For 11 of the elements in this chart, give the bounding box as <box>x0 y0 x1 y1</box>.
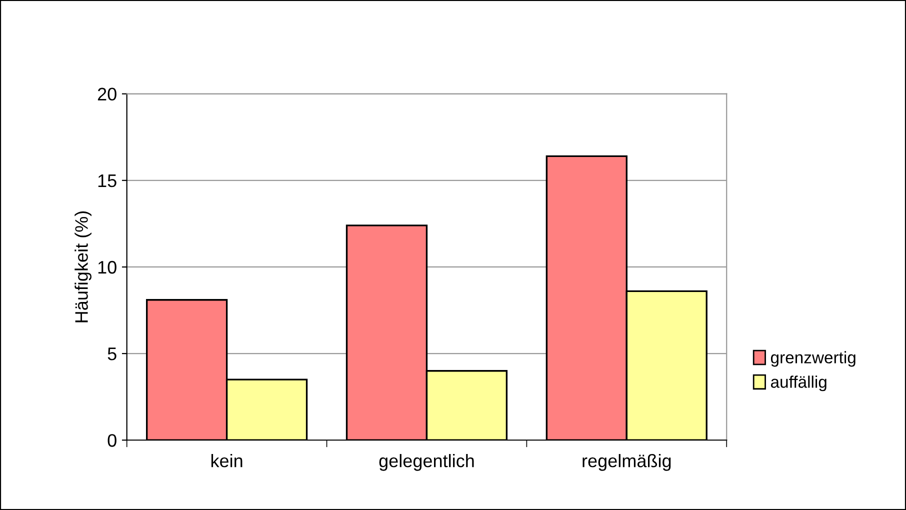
y-tick-label: 20 <box>98 88 116 101</box>
x-tick-label: gelegentlich <box>379 454 474 471</box>
y-tick-label: 5 <box>108 348 116 360</box>
y-tick-label: 0 <box>108 434 116 447</box>
y-tick-label: 10 <box>98 260 116 274</box>
x-tick-label: regelmäßig <box>582 454 671 471</box>
y-axis-title: Häufigkeit (%) <box>74 211 92 322</box>
legend-label: auffällig <box>770 376 826 392</box>
x-tick-label: kein <box>211 454 242 468</box>
y-tick-label: 15 <box>98 174 116 188</box>
legend-label: grenzwertig <box>770 351 856 367</box>
